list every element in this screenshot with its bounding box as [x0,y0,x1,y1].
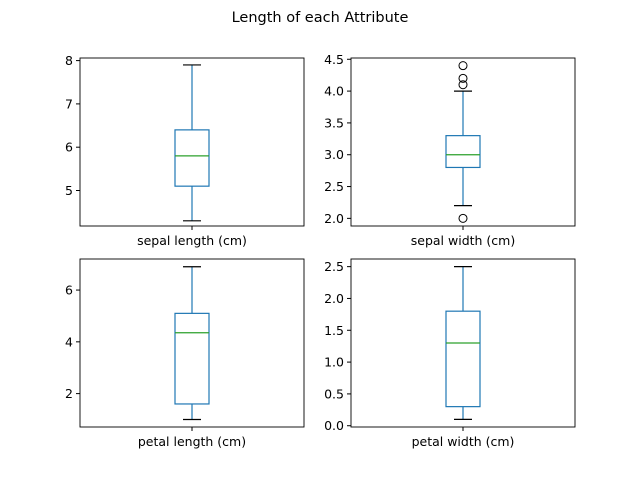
x-category-label: petal length (cm) [138,434,246,449]
x-category-label: sepal width (cm) [411,233,515,248]
subplot-3: 2 4 6 petal length (cm) [65,258,305,449]
y-tick-label: 2.0 [324,211,344,226]
y-tick-label: 0.0 [324,418,344,433]
outlier-point [458,61,468,71]
y-tick-label: 1.0 [324,355,344,370]
iqr-box [174,129,210,187]
y-tick-label: 6 [65,283,73,298]
y-tick-label: 0.5 [324,386,344,401]
axes-frame [350,258,576,428]
axes-frame [79,258,305,428]
y-tick-label: 4.0 [324,84,344,99]
outlier-point [458,213,468,223]
y-tick-label: 5 [65,183,73,198]
y-tick-label: 4.5 [324,52,344,67]
y-tick-label: 8 [65,53,73,68]
iqr-box [174,312,210,405]
y-tick-label: 7 [65,96,73,111]
axes-frame [350,57,576,227]
y-tick-label: 4 [65,334,73,349]
iqr-box [445,310,481,408]
axes-frame [79,57,305,227]
y-tick-label: 6 [65,140,73,155]
y-tick-label: 2.0 [324,291,344,306]
y-tick-label: 3.0 [324,147,344,162]
outlier-point [458,73,468,83]
subplot-1: 5 6 7 8 sepal length (cm) [65,53,305,248]
iqr-box [445,135,481,169]
y-tick-label: 1.5 [324,323,344,338]
subplot-4: 0.0 0.5 1.0 1.5 2.0 2.5 petal width (cm) [324,258,576,449]
x-category-label: petal width (cm) [412,434,515,449]
figure-title: Length of each Attribute [232,10,409,26]
y-tick-label: 2 [65,386,73,401]
y-tick-label: 2.5 [324,179,344,194]
y-tick-label: 3.5 [324,115,344,130]
outlier-point [458,80,468,90]
subplot-2: 2.0 2.5 3.0 3.5 4.0 4.5 sepal width (cm) [324,52,576,248]
y-tick-label: 2.5 [324,259,344,274]
subplots-grid: 5 6 7 8 sepal length (cm) 2.0 2.5 3.0 3.5 4.0 4.5 s… [65,52,576,449]
x-category-label: sepal length (cm) [137,233,247,248]
